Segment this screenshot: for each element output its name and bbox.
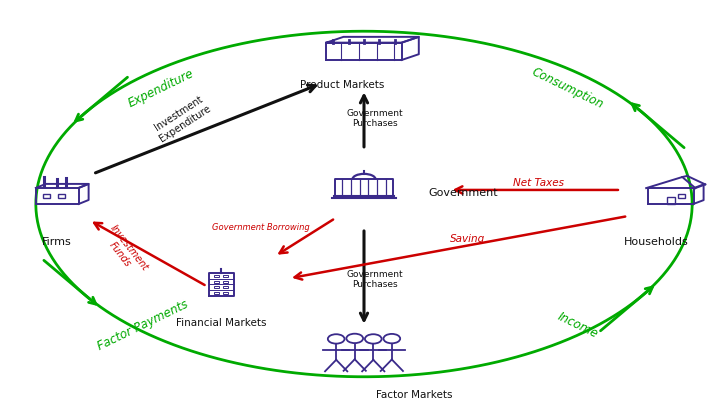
Bar bbox=[223, 281, 228, 283]
Text: Factor Markets: Factor Markets bbox=[376, 389, 452, 399]
Text: Factor Payments: Factor Payments bbox=[95, 297, 190, 352]
Bar bbox=[215, 275, 219, 277]
Bar bbox=[667, 198, 675, 204]
Bar bbox=[43, 194, 50, 199]
Text: Investment
Funds: Investment Funds bbox=[100, 222, 151, 279]
Bar bbox=[223, 287, 228, 289]
Text: Government Borrowing: Government Borrowing bbox=[212, 222, 309, 231]
Text: Government
Purchases: Government Purchases bbox=[347, 109, 403, 128]
Bar bbox=[223, 292, 228, 294]
Text: Financial Markets: Financial Markets bbox=[176, 317, 266, 327]
Bar bbox=[223, 275, 228, 277]
Text: Government
Purchases: Government Purchases bbox=[347, 269, 403, 288]
Text: Net Taxes: Net Taxes bbox=[513, 178, 564, 187]
Bar bbox=[678, 194, 685, 198]
Text: Firms: Firms bbox=[42, 236, 72, 247]
Bar bbox=[58, 194, 66, 199]
Bar bbox=[215, 292, 219, 294]
Text: Investment
Expenditure: Investment Expenditure bbox=[151, 93, 213, 144]
Bar bbox=[215, 287, 219, 289]
Text: Households: Households bbox=[624, 236, 689, 247]
Text: Income: Income bbox=[555, 309, 601, 340]
Bar bbox=[215, 281, 219, 283]
Text: Government: Government bbox=[428, 187, 498, 198]
Text: Consumption: Consumption bbox=[529, 65, 606, 111]
Text: Product Markets: Product Markets bbox=[300, 80, 384, 90]
Text: Saving: Saving bbox=[450, 234, 485, 243]
Text: Expenditure: Expenditure bbox=[126, 67, 196, 110]
